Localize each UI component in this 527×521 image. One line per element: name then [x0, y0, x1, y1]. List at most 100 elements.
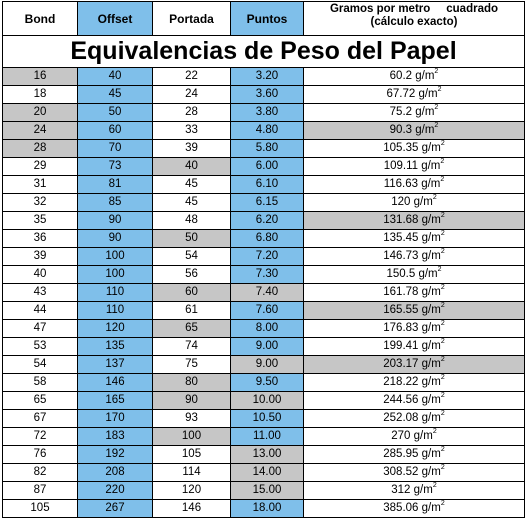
cell-bond: 58 [2, 373, 78, 392]
cell-portada: 33 [152, 121, 231, 140]
cell-puntos: 7.40 [230, 283, 304, 302]
gramos-unit: g/m [421, 322, 441, 334]
cell-gramos: 199.41 g/m2 [303, 337, 525, 356]
cell-offset: 137 [77, 355, 153, 374]
cell-bond: 20 [2, 103, 78, 122]
cell-bond: 44 [2, 301, 78, 320]
gramos-unit: g/m [421, 232, 441, 244]
cell-offset: 50 [77, 103, 153, 122]
gramos-value: 218.22 [383, 376, 419, 388]
gramos-unit-exponent: 2 [440, 302, 445, 310]
gramos-unit: g/m [418, 88, 438, 100]
table-row: 31 81 45 6.10 116.63 g/m2 [2, 175, 525, 194]
cell-offset: 110 [77, 301, 153, 320]
gramos-unit-exponent: 2 [440, 410, 445, 418]
cell-offset: 45 [77, 85, 153, 104]
gramos-unit: g/m [415, 106, 435, 118]
gramos-unit-exponent: 2 [437, 86, 442, 94]
cell-gramos: 270 g/m2 [303, 427, 525, 446]
cell-portada: 74 [152, 337, 231, 356]
gramos-value: 109.11 [383, 160, 419, 172]
cell-puntos: 9.00 [230, 355, 304, 374]
table-row: 87 220 120 15.00 312 g/m2 [2, 481, 525, 500]
cell-portada: 93 [152, 409, 231, 428]
gramos-unit-exponent: 2 [440, 446, 445, 454]
gramos-unit-exponent: 2 [440, 140, 445, 148]
cell-puntos: 7.60 [230, 301, 304, 320]
table-row: 43 110 60 7.40 161.78 g/m2 [2, 283, 525, 302]
cell-portada: 50 [152, 229, 231, 248]
cell-bond: 43 [2, 283, 78, 302]
cell-portada: 61 [152, 301, 231, 320]
cell-portada: 90 [152, 391, 231, 410]
cell-portada: 146 [152, 499, 231, 518]
table-row: 35 90 48 6.20 131.68 g/m2 [2, 211, 525, 230]
cell-gramos: 105.35 g/m2 [303, 139, 525, 158]
table-row: 65 165 90 10.00 244.56 g/m2 [2, 391, 525, 410]
cell-bond: 32 [2, 193, 78, 212]
table-row: 47 120 65 8.00 176.83 g/m2 [2, 319, 525, 338]
cell-bond: 35 [2, 211, 78, 230]
gramos-value: 199.41 [383, 340, 419, 352]
table-row: 16 40 22 3.20 60.2 g/m2 [2, 67, 525, 86]
table-row: 67 170 93 10.50 252.08 g/m2 [2, 409, 525, 428]
cell-puntos: 3.80 [230, 103, 304, 122]
gramos-value: 176.83 [383, 322, 419, 334]
gramos-value: 165.55 [383, 304, 419, 316]
cell-puntos: 14.00 [230, 463, 304, 482]
title-row: Equivalencias de Peso del Papel [2, 35, 525, 68]
cell-bond: 31 [2, 175, 78, 194]
cell-gramos: 203.17 g/m2 [303, 355, 525, 374]
cell-gramos: 385.06 g/m2 [303, 499, 525, 518]
cell-offset: 90 [77, 211, 153, 230]
gramos-value: 203.17 [383, 358, 419, 370]
gramos-unit: g/m [421, 142, 441, 154]
cell-portada: 28 [152, 103, 231, 122]
gramos-unit: g/m [421, 448, 441, 460]
gramos-unit: g/m [421, 376, 441, 388]
gramos-unit-exponent: 2 [440, 500, 445, 508]
cell-bond: 16 [2, 67, 78, 86]
gramos-unit: g/m [421, 304, 441, 316]
gramos-unit-exponent: 2 [440, 374, 445, 382]
gramos-unit-exponent: 2 [432, 194, 437, 202]
cell-gramos: 244.56 g/m2 [303, 391, 525, 410]
cell-offset: 110 [77, 283, 153, 302]
cell-gramos: 60.2 g/m2 [303, 67, 525, 86]
gramos-unit: g/m [413, 430, 433, 442]
cell-puntos: 13.00 [230, 445, 304, 464]
gramos-unit: g/m [421, 340, 441, 352]
cell-puntos: 7.20 [230, 247, 304, 266]
gramos-unit-exponent: 2 [432, 482, 437, 490]
cell-puntos: 3.60 [230, 85, 304, 104]
cell-bond: 47 [2, 319, 78, 338]
cell-portada: 48 [152, 211, 231, 230]
gramos-value: 252.08 [383, 412, 419, 424]
cell-gramos: 285.95 g/m2 [303, 445, 525, 464]
gramos-unit: g/m [421, 178, 441, 190]
gramos-value: 308.52 [383, 466, 419, 478]
table-row: 53 135 74 9.00 199.41 g/m2 [2, 337, 525, 356]
gramos-unit-exponent: 2 [440, 158, 445, 166]
cell-portada: 105 [152, 445, 231, 464]
cell-gramos: 176.83 g/m2 [303, 319, 525, 338]
cell-bond: 105 [2, 499, 78, 518]
cell-offset: 192 [77, 445, 153, 464]
gramos-unit-exponent: 2 [440, 338, 445, 346]
table-title: Equivalencias de Peso del Papel [2, 35, 525, 68]
header-puntos: Puntos [230, 1, 304, 36]
header-gramos: Gramos por metro cuadrado (cálculo exact… [303, 1, 525, 36]
cell-puntos: 9.50 [230, 373, 304, 392]
cell-offset: 220 [77, 481, 153, 500]
gramos-value: 105.35 [383, 142, 419, 154]
cell-portada: 120 [152, 481, 231, 500]
header-bond: Bond [2, 1, 78, 36]
cell-offset: 267 [77, 499, 153, 518]
gramos-unit: g/m [415, 124, 435, 136]
cell-offset: 85 [77, 193, 153, 212]
cell-gramos: 252.08 g/m2 [303, 409, 525, 428]
gramos-unit-exponent: 2 [432, 428, 437, 436]
cell-puntos: 9.00 [230, 337, 304, 356]
table-row: 28 70 39 5.80 105.35 g/m2 [2, 139, 525, 158]
